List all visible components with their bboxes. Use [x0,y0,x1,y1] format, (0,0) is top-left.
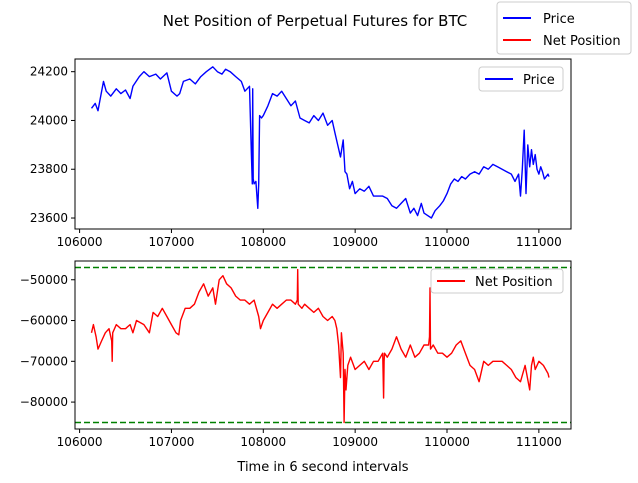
net-position-x-tick-label: 107000 [149,435,195,449]
price-x-tick-label: 108000 [240,235,286,249]
net-position-axes: 106000 107000 108000 109000 110000 111000 −800… [20,260,572,449]
net-position-legend-box [430,268,564,294]
price-legend: Price [478,66,564,92]
net-position-x-tick-label: 110000 [424,435,470,449]
net-position-x-tick-label: 111000 [516,435,562,449]
net-position-legend: Net Position [430,268,564,294]
price-x-tick-label: 111000 [516,235,562,249]
net-position-y-tick-label: −60000 [20,314,68,328]
price-axes-frame [74,58,572,230]
net-position-y-tick-label: −80000 [20,395,68,409]
price-x-tick-label: 107000 [149,235,195,249]
price-series-line [90,66,550,219]
net-position-x-tick-label: 106000 [57,435,103,449]
price-legend-box [478,66,564,92]
net-position-x-tick-label: 108000 [240,435,286,449]
figure-legend-price-label: Price [543,12,575,27]
price-y-tick-label: 23600 [30,211,68,225]
net-position-legend-label: Net Position [475,275,553,290]
price-x-tick-label: 110000 [424,235,470,249]
price-x-tick-label: 106000 [57,235,103,249]
figure-legend: Price Net Position [496,1,632,55]
price-y-tick-label: 24000 [30,113,68,127]
figure-title: Net Position of Perpetual Futures for BT… [163,12,467,30]
x-axis-label: Time in 6 second intervals [236,460,408,475]
price-legend-label: Price [523,73,555,88]
net-position-axes-frame [74,260,572,430]
price-axes: 106000 107000 108000 109000 110000 111000 2360… [30,58,572,249]
net-position-y-tick-label: −50000 [20,273,68,287]
net-position-y-tick-label: −70000 [20,354,68,368]
price-y-tick-label: 24200 [30,65,68,79]
net-position-series-line [90,268,550,424]
figure-legend-net-position-label: Net Position [543,34,621,49]
net-position-x-tick-label: 109000 [332,435,378,449]
price-x-tick-label: 109000 [332,235,378,249]
price-y-tick-label: 23800 [30,162,68,176]
